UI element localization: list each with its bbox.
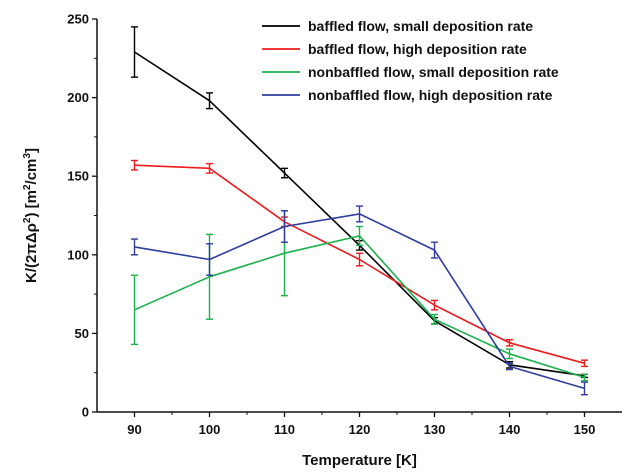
y-axis-label-part-4: /cm [23, 159, 40, 185]
y-tick-label: 150 [67, 169, 89, 184]
y-axis-label-part-3: ) [m [23, 190, 40, 218]
legend-label: nonbaffled flow, high deposition rate [308, 87, 553, 103]
y-axis-label-part-2: Δρ [23, 223, 40, 243]
y-axis-label: K/(2πΔρ2) [m2/cm3] [22, 148, 40, 283]
y-axis-label-sup-3: 3 [22, 153, 33, 159]
y-axis: 0 50 100 150 200 250 [67, 12, 98, 420]
plot-area [131, 26, 588, 396]
legend-label: nonbaffled flow, small deposition rate [308, 64, 559, 80]
y-axis-label-sup-2: 2 [22, 184, 33, 190]
y-axis-label-part-5: ] [23, 148, 40, 153]
series-4 [131, 205, 588, 396]
legend-entry: nonbaffled flow, high deposition rate [262, 87, 553, 103]
y-tick-label: 250 [67, 12, 89, 27]
y-axis-label-part-1: K/(2π [23, 243, 40, 283]
series-3 [131, 210, 588, 382]
legend: baffled flow, small deposition rate baffl… [262, 18, 559, 103]
x-tick-label: 150 [574, 422, 596, 437]
y-tick-label: 0 [82, 405, 89, 420]
x-tick-label: 130 [424, 422, 446, 437]
legend-entry: baffled flow, high deposition rate [262, 41, 527, 57]
y-tick-label: 200 [67, 90, 89, 105]
x-tick-label: 110 [274, 422, 295, 437]
y-axis-label-sup-1: 2 [22, 217, 33, 223]
x-axis: 90 100 110 120 130 140 150 [97, 411, 622, 437]
x-tick-label: 100 [199, 422, 221, 437]
legend-entry: nonbaffled flow, small deposition rate [262, 64, 559, 80]
x-axis-label: Temperature [K] [302, 452, 417, 469]
y-tick-label: 50 [75, 326, 89, 341]
legend-label: baffled flow, high deposition rate [308, 41, 527, 57]
legend-entry: baffled flow, small deposition rate [262, 18, 533, 34]
x-tick-label: 120 [349, 422, 371, 437]
y-tick-label: 100 [67, 247, 89, 262]
legend-label: baffled flow, small deposition rate [308, 18, 533, 34]
x-tick-label: 140 [499, 422, 521, 437]
x-tick-label: 90 [127, 422, 141, 437]
series-2 [131, 159, 588, 368]
